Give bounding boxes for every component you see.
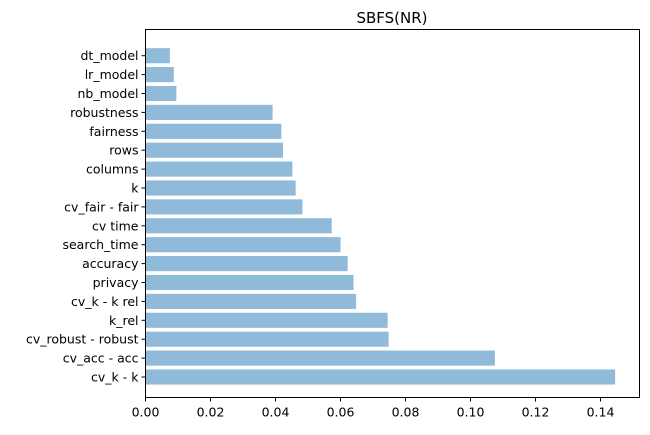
bar-cv-robust-robust [145, 331, 389, 347]
y-tick-label: cv_k - k rel [71, 294, 138, 309]
y-axis-ticks: cv_k - k cv_acc - acc cv_robust - robust k_… [26, 48, 146, 385]
bar-nb-model [145, 85, 177, 102]
y-tick-label: cv time [92, 218, 139, 233]
x-tick-label: 0.08 [392, 405, 420, 420]
y-tick-label: cv_robust - robust [26, 332, 139, 347]
bar-k-rel [145, 312, 388, 328]
bar-robustness [145, 104, 273, 120]
bar-dt-model [145, 48, 170, 64]
bar-cv-fair-fair [145, 199, 303, 215]
bar-accuracy [145, 256, 348, 272]
bar-cv-acc-acc [145, 350, 495, 366]
y-tick-label: robustness [70, 105, 138, 120]
x-tick-label: 0.14 [587, 405, 615, 420]
y-tick-label: search_time [62, 237, 138, 252]
bar-cv-time [145, 218, 332, 234]
x-tick-label: 0.00 [132, 405, 160, 420]
y-tick-label: cv_k - k [91, 370, 139, 385]
y-tick-label: k_rel [109, 313, 139, 328]
bars-group [145, 48, 616, 385]
bar-k [145, 180, 296, 196]
chart-title: SBFS(NR) [356, 9, 427, 27]
bar-cv-k-k-rel [145, 293, 357, 309]
x-tick-label: 0.06 [327, 405, 355, 420]
y-tick-label: cv_acc - acc [63, 351, 139, 366]
y-tick-label: cv_fair - fair [64, 199, 139, 214]
y-tick-label: nb_model [77, 86, 138, 101]
x-tick-label: 0.12 [522, 405, 550, 420]
plot-frame [145, 29, 640, 398]
bar-rows [145, 142, 283, 158]
y-tick-label: lr_model [85, 67, 139, 82]
y-tick-label: accuracy [82, 256, 139, 271]
y-tick-label: privacy [93, 275, 139, 290]
bar-columns [145, 161, 293, 177]
x-axis-ticks: 0.00 0.02 0.04 0.06 0.08 0.10 0.12 0.14 [132, 397, 615, 420]
y-tick-label: rows [109, 143, 138, 158]
bar-cv-k-k [145, 369, 616, 385]
x-tick-label: 0.04 [262, 405, 290, 420]
y-tick-label: k [131, 181, 139, 196]
x-tick-label: 0.10 [457, 405, 485, 420]
y-tick-label: columns [86, 162, 139, 177]
x-tick-label: 0.02 [197, 405, 225, 420]
bar-fairness [145, 123, 282, 139]
bar-lr-model [145, 67, 174, 83]
y-tick-label: dt_model [80, 48, 138, 63]
bar-search-time [145, 237, 341, 253]
bar-privacy [145, 274, 354, 291]
y-tick-label: fairness [89, 124, 138, 139]
